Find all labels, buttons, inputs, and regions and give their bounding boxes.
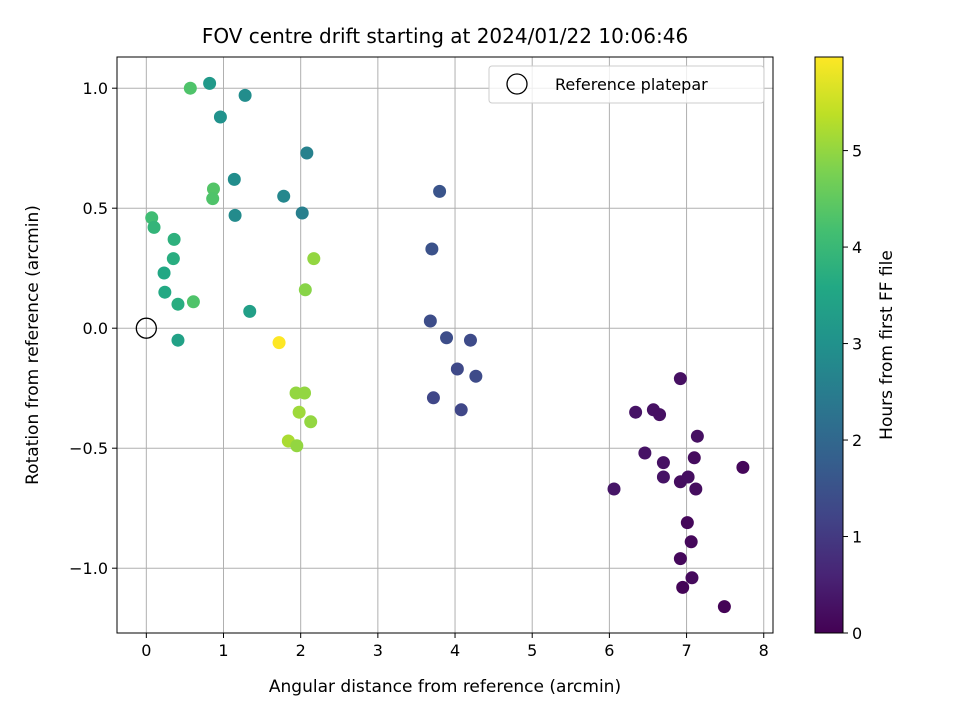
x-axis-label: Angular distance from reference (arcmin) [269,677,621,697]
x-tick-label: 7 [681,641,691,660]
x-tick-label: 0 [141,641,151,660]
axis-ticks: 0 1 2 3 4 5 6 7 8 −1.0 −0.5 0.0 0.5 1.0 [69,79,769,660]
data-point [629,405,643,419]
data-point [656,456,670,470]
colorbar-tick-label: 0 [852,624,862,643]
legend-reference-marker [506,73,528,95]
data-point [690,429,704,443]
x-tick-label: 8 [759,641,769,660]
data-point [206,192,220,206]
data-point [277,189,291,203]
data-point [469,369,483,383]
data-point [736,460,750,474]
data-point [433,184,447,198]
colorbar-ticks: 0 1 2 3 4 5 [843,142,862,643]
data-point [450,362,464,376]
data-point [167,232,181,246]
plot-frame [116,56,774,634]
data-point [304,415,318,429]
y-tick-label: 1.0 [83,79,108,98]
data-point [272,336,286,350]
legend-box [488,65,765,104]
data-point [227,172,241,186]
colorbar-tick-label: 3 [852,335,862,354]
x-tick-label: 2 [296,641,306,660]
data-point [426,391,440,405]
legend: Reference platepar [488,65,765,104]
y-tick-label: −1.0 [69,559,108,578]
data-point [298,283,312,297]
data-point [440,331,454,345]
x-tick-label: 4 [450,641,460,660]
data-point [689,482,703,496]
reference-platepar-marker [135,317,157,339]
data-point [171,297,185,311]
data-point [298,386,312,400]
colorbar-label: Hours from first FF file [877,250,897,440]
data-point [607,482,621,496]
data-point [463,333,477,347]
data-point [684,535,698,549]
data-point [243,304,257,318]
data-point [206,182,220,196]
colorbar-tick-label: 1 [852,528,862,547]
data-point [681,470,695,484]
data-point [717,600,731,614]
reference-layer [135,317,157,339]
data-point [685,571,699,585]
data-point [158,285,172,299]
data-point [300,146,314,160]
y-tick-label: 0.0 [83,319,108,338]
data-point [673,552,687,566]
data-point [292,405,306,419]
data-point [673,372,687,386]
data-point [228,208,242,222]
colorbar: 0 1 2 3 4 5 Hours from first FF file [814,56,897,643]
data-point [166,252,180,266]
data-point [676,580,690,594]
colorbar-tick-label: 5 [852,142,862,161]
data-point [687,451,701,465]
data-point [307,252,321,266]
x-tick-label: 6 [604,641,614,660]
colorbar-gradient [814,56,844,634]
data-point [680,516,694,530]
data-point [147,220,161,234]
x-tick-label: 5 [527,641,537,660]
data-point [656,470,670,484]
data-point [425,242,439,256]
scatter-points [145,76,750,614]
legend-reference-label: Reference platepar [555,75,708,94]
y-axis-label: Rotation from reference (arcmin) [23,205,43,485]
data-point [290,439,304,453]
data-point [171,333,185,347]
data-point [157,266,171,280]
data-point [183,81,197,95]
y-tick-label: −0.5 [69,439,108,458]
data-point [653,408,667,422]
data-point [454,403,468,417]
x-tick-label: 3 [373,641,383,660]
data-point [238,88,252,102]
data-point [295,206,309,220]
data-point [423,314,437,328]
colorbar-tick-label: 4 [852,238,862,257]
data-point [638,446,652,460]
chart-title: FOV centre drift starting at 2024/01/22 … [202,24,688,48]
data-point [203,76,217,90]
data-point [186,295,200,309]
y-tick-label: 0.5 [83,199,108,218]
grid [117,57,773,633]
colorbar-tick-label: 2 [852,431,862,450]
x-tick-label: 1 [218,641,228,660]
data-point [213,110,227,124]
